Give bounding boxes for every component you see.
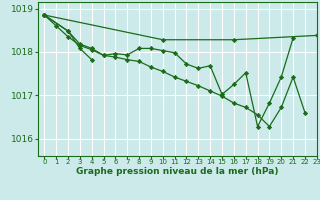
X-axis label: Graphe pression niveau de la mer (hPa): Graphe pression niveau de la mer (hPa) <box>76 167 279 176</box>
